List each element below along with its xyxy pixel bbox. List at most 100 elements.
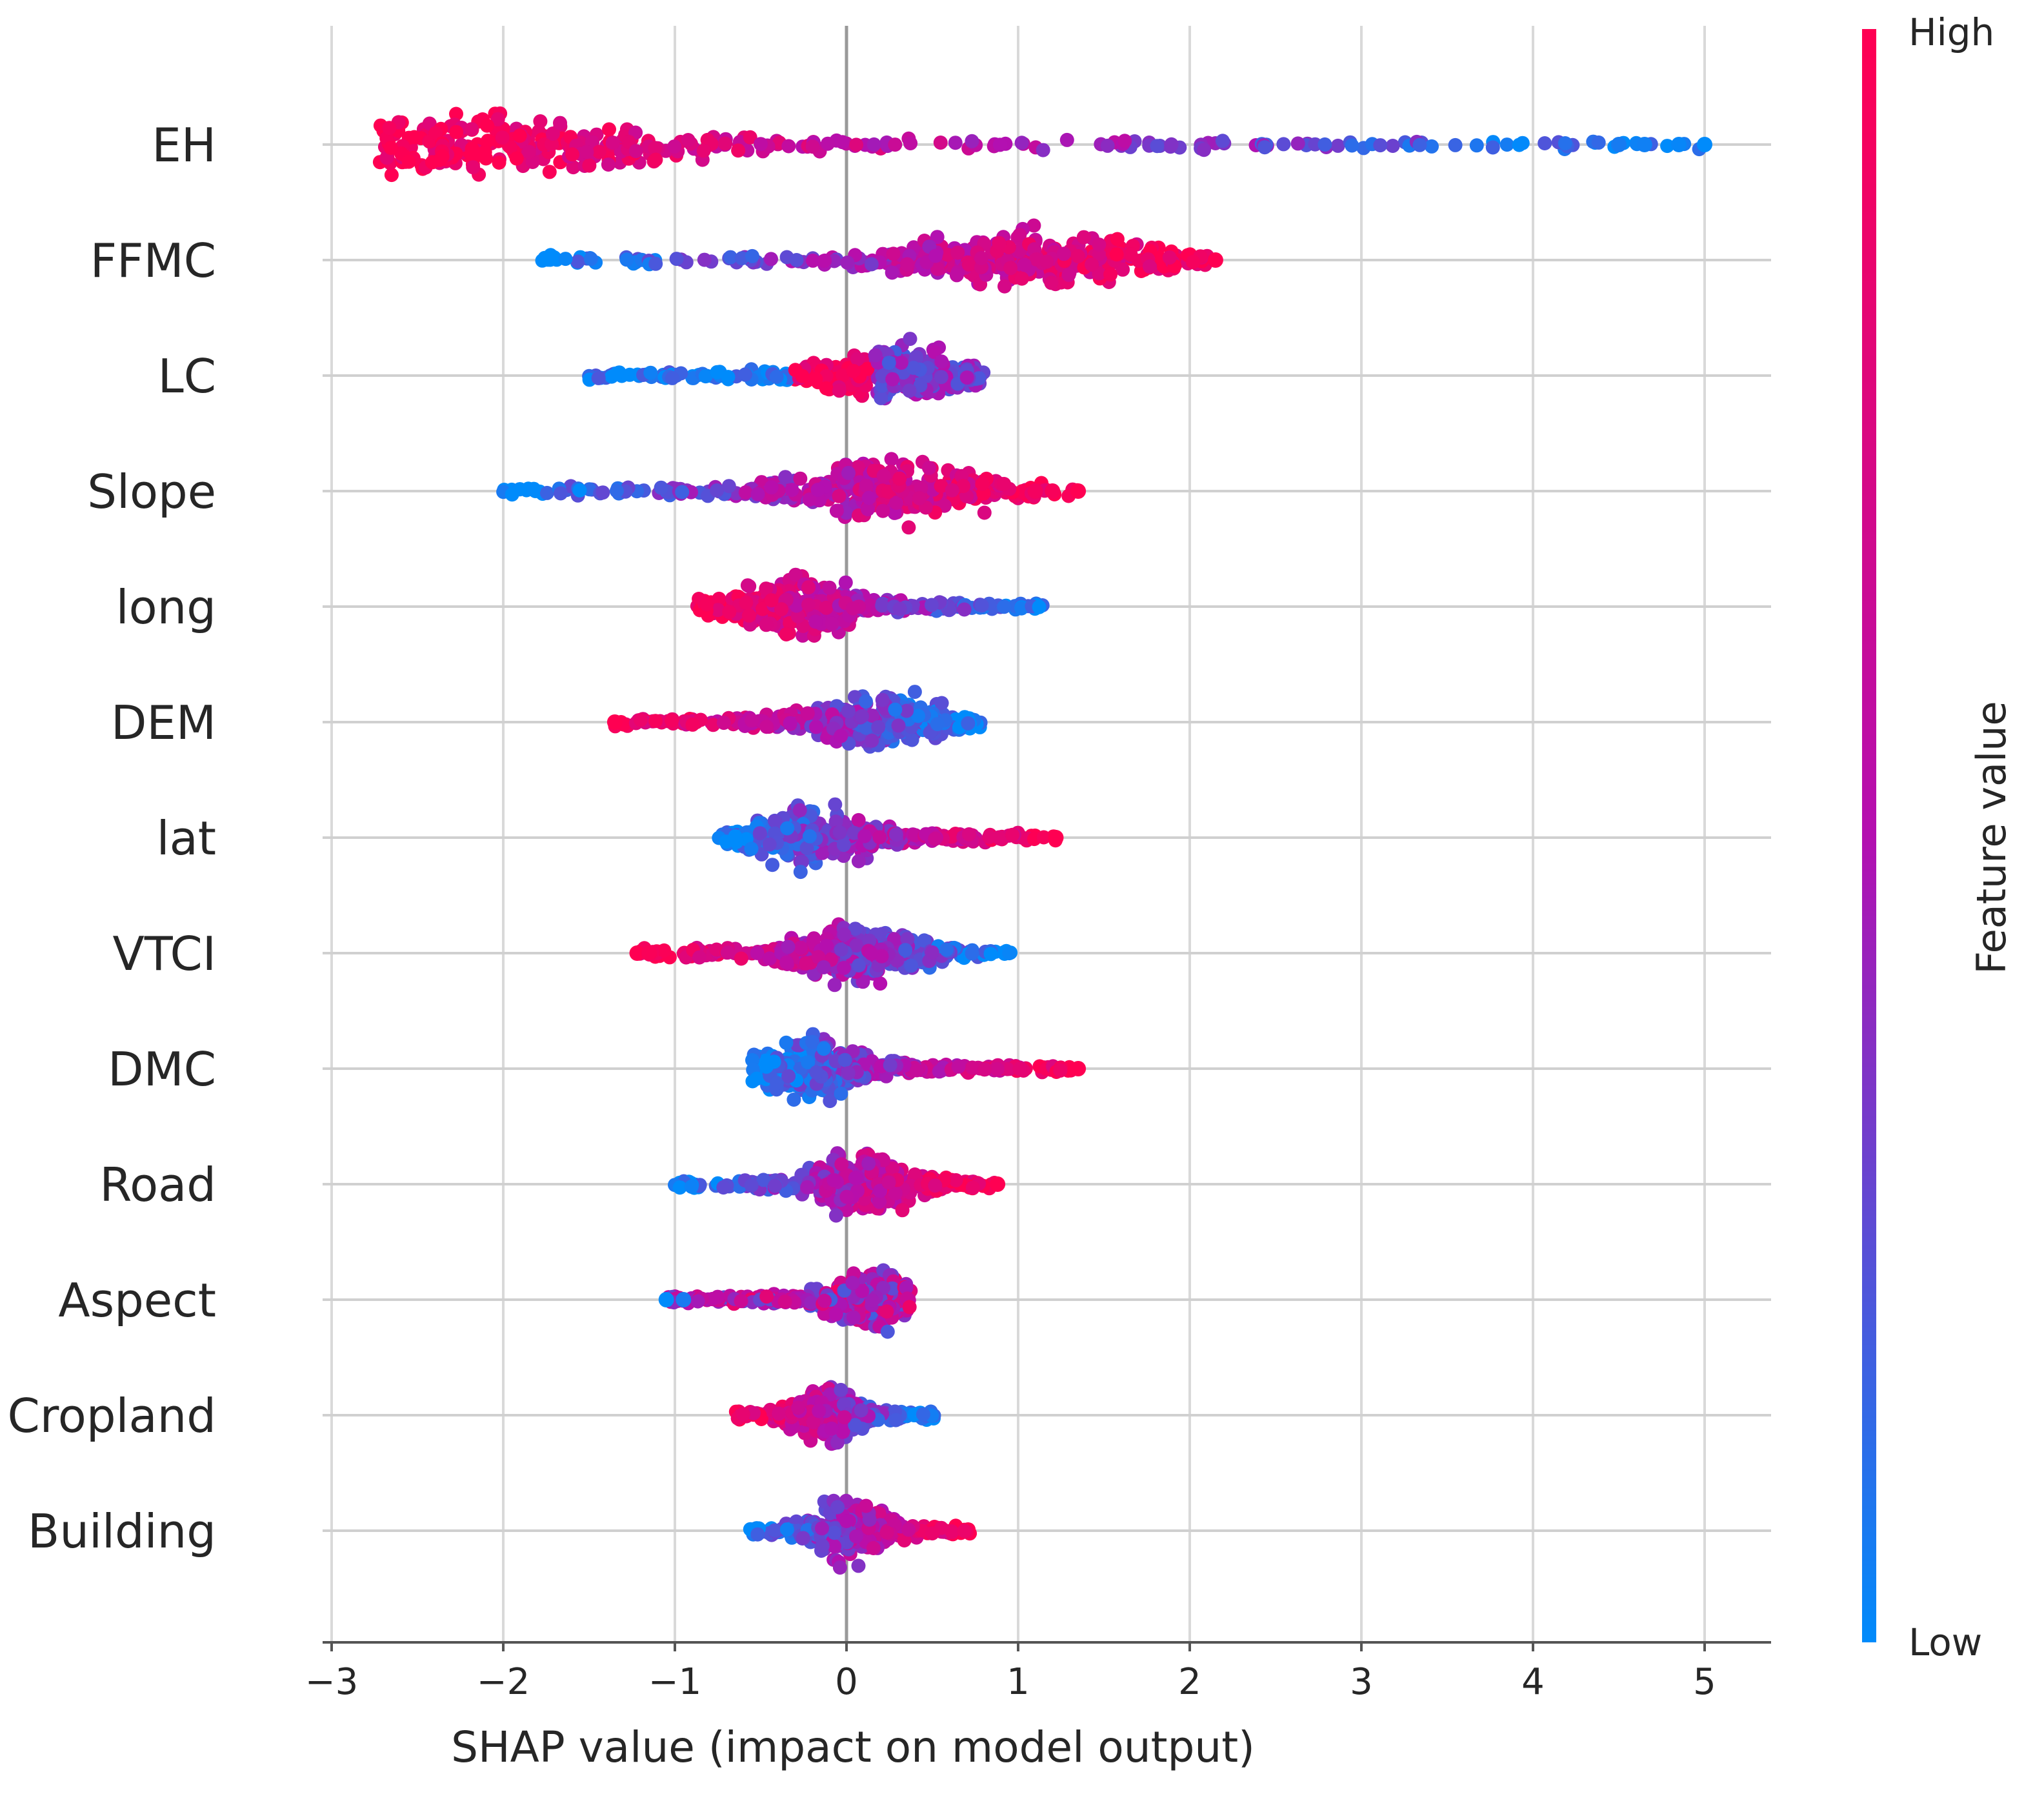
shap-point	[465, 141, 479, 156]
shap-point	[875, 692, 890, 707]
feature-label: FFMC	[90, 234, 216, 288]
shap-point	[738, 485, 753, 500]
shap-point	[464, 122, 479, 137]
shap-point	[1061, 267, 1076, 282]
shap-point	[881, 356, 896, 370]
shap-point	[1150, 139, 1165, 154]
shap-point	[542, 165, 557, 179]
shap-point	[834, 1086, 848, 1101]
shap-point	[888, 827, 903, 842]
shap-point	[957, 1524, 972, 1538]
shap-point	[961, 827, 976, 842]
shap-point	[764, 480, 779, 495]
shap-point	[907, 685, 922, 700]
shap-point	[934, 354, 949, 369]
shap-point	[945, 483, 959, 498]
shap-point	[861, 1156, 876, 1171]
shap-point	[904, 958, 919, 973]
shap-point	[526, 481, 541, 496]
shap-point	[1499, 137, 1514, 152]
shap-point	[836, 838, 851, 852]
shap-point	[1515, 136, 1530, 150]
shap-point	[934, 479, 948, 494]
shap-point	[749, 1071, 764, 1086]
shap-point	[1485, 140, 1500, 155]
shap-point	[912, 491, 927, 506]
shap-point-outlier	[1611, 137, 1627, 152]
shap-point	[928, 1178, 943, 1193]
shap-point	[780, 821, 795, 836]
shap-point	[805, 139, 820, 154]
shap-point	[992, 236, 1007, 250]
shap-point	[1032, 600, 1047, 614]
shap-point	[846, 363, 861, 378]
shap-point	[851, 854, 866, 869]
x-tick-label: 5	[1693, 1661, 1716, 1703]
shap-point	[895, 1203, 910, 1218]
shap-point	[852, 958, 867, 973]
shap-point	[819, 381, 834, 396]
shap-point	[582, 158, 597, 173]
shap-point	[810, 483, 825, 497]
shap-point	[865, 733, 879, 748]
shap-point	[699, 597, 714, 612]
shap-point	[407, 130, 422, 145]
shap-point	[759, 720, 774, 734]
shap-point	[1076, 230, 1091, 245]
shap-point	[1276, 137, 1291, 152]
shap-point	[739, 595, 754, 610]
shap-point	[759, 1289, 774, 1304]
shap-point	[566, 160, 581, 175]
shap-point	[752, 826, 767, 841]
shap-point	[849, 137, 864, 152]
shap-point	[605, 136, 620, 150]
shap-point	[930, 230, 945, 245]
shap-point	[665, 370, 679, 385]
shap-point	[801, 580, 816, 595]
shap-point	[521, 145, 536, 159]
shap-point	[873, 976, 888, 991]
shap-point	[1027, 218, 1041, 233]
shap-point	[721, 479, 736, 494]
shap-point	[628, 144, 643, 159]
x-tick-label: −2	[477, 1661, 530, 1703]
shap-point	[965, 1180, 980, 1195]
feature-label: Road	[99, 1158, 216, 1212]
shap-point	[781, 1069, 796, 1083]
shap-point	[490, 112, 505, 126]
shap-point	[767, 1523, 782, 1538]
shap-point	[841, 1066, 856, 1080]
shap-point	[764, 252, 778, 267]
shap-point	[900, 257, 915, 272]
feature-label: LC	[158, 349, 216, 403]
shap-point	[838, 575, 853, 590]
shap-point	[772, 1406, 787, 1421]
shap-point	[565, 147, 579, 162]
shap-point	[884, 452, 899, 467]
x-tick-label: −3	[305, 1661, 359, 1703]
shap-point	[480, 118, 494, 133]
shap-point	[892, 601, 907, 616]
shap-point	[832, 1560, 847, 1575]
shap-point	[788, 567, 803, 582]
shap-point	[983, 947, 998, 962]
shap-point	[785, 483, 799, 498]
shap-point	[1330, 138, 1345, 153]
shap-point	[669, 252, 684, 267]
shap-point	[854, 1403, 868, 1418]
shap-point	[449, 125, 464, 139]
colorbar-high-label: High	[1909, 10, 1994, 54]
shap-point	[841, 465, 856, 480]
shap-point	[1660, 139, 1675, 154]
shap-point	[817, 1293, 832, 1308]
shap-point	[1591, 135, 1606, 150]
shap-point	[834, 942, 848, 957]
shap-point	[808, 614, 823, 629]
shap-point	[839, 1189, 854, 1204]
shap-point	[481, 134, 496, 148]
shap-point	[888, 137, 903, 152]
shap-point	[648, 152, 663, 167]
shap-point	[1014, 136, 1029, 150]
